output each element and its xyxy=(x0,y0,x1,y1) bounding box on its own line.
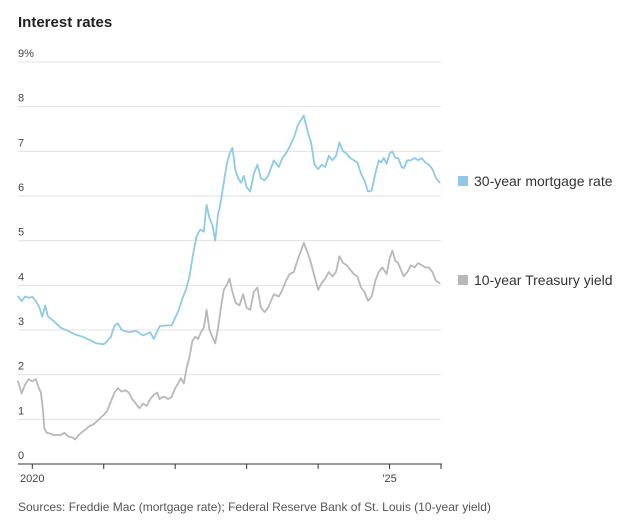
series-line-1 xyxy=(17,242,441,441)
y-tick-label-8: 8 xyxy=(18,93,24,105)
legend-label-mortgage: 30-year mortgage rate xyxy=(474,173,613,189)
y-tick-label-7: 7 xyxy=(18,137,24,149)
x-tick-label-2020: 2020 xyxy=(20,473,44,485)
y-tick-labels: 0 1 2 3 4 5 6 7 8 9% xyxy=(18,48,34,462)
source-note: Sources: Freddie Mac (mortgage rate); Fe… xyxy=(18,500,491,514)
legend-item-treasury: 10-year Treasury yield xyxy=(458,272,613,288)
y-tick-label-0: 0 xyxy=(18,450,24,462)
y-tick-label-1: 1 xyxy=(18,405,24,417)
y-tick-label-5: 5 xyxy=(18,227,24,239)
series-line-0 xyxy=(17,114,441,346)
y-tick-label-4: 4 xyxy=(18,271,24,283)
legend-swatch-treasury xyxy=(458,275,468,285)
series-lines xyxy=(17,114,441,441)
y-tick-label-3: 3 xyxy=(18,316,24,328)
y-tick-label-9: 9% xyxy=(18,48,34,60)
y-tick-label-2: 2 xyxy=(18,361,24,373)
grid-lines xyxy=(18,61,441,420)
x-axis: 2020 '25 xyxy=(18,463,442,485)
legend-item-mortgage: 30-year mortgage rate xyxy=(458,173,613,189)
chart-title: Interest rates xyxy=(18,14,113,31)
x-tick-label-2025: '25 xyxy=(382,473,396,485)
legend-label-treasury: 10-year Treasury yield xyxy=(474,272,613,288)
y-tick-label-6: 6 xyxy=(18,182,24,194)
legend-swatch-mortgage xyxy=(458,176,468,186)
